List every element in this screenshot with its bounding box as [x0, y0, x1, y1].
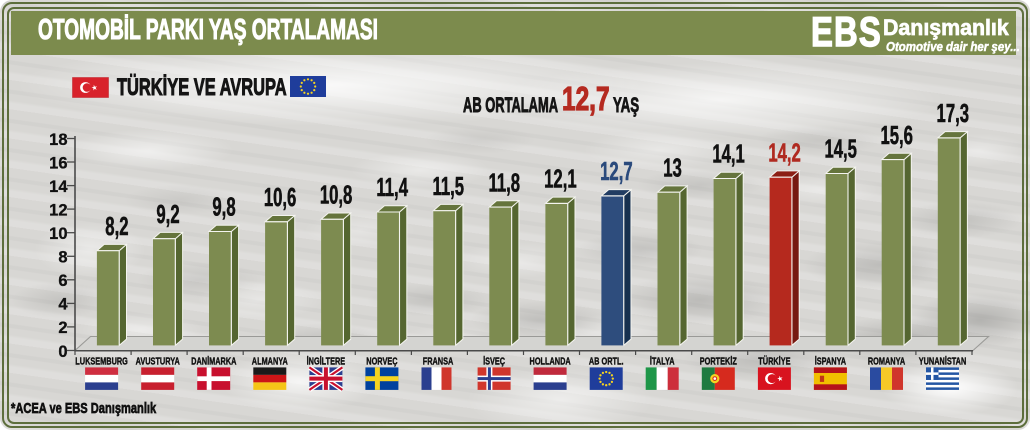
svg-text:12,1: 12,1	[544, 164, 577, 194]
svg-text:0: 0	[58, 343, 67, 361]
svg-text:17,3: 17,3	[937, 98, 970, 128]
svg-text:İSVEÇ: İSVEÇ	[483, 355, 505, 367]
svg-text:TÜRKİYE: TÜRKİYE	[758, 355, 790, 367]
svg-text:6: 6	[58, 272, 67, 290]
svg-text:18: 18	[49, 131, 67, 149]
svg-text:13: 13	[663, 153, 682, 183]
svg-text:15,6: 15,6	[880, 120, 913, 150]
svg-text:ROMANYA: ROMANYA	[868, 355, 906, 367]
svg-text:İTALYA: İTALYA	[650, 355, 675, 367]
svg-text:10,8: 10,8	[320, 180, 353, 210]
svg-text:10,6: 10,6	[264, 182, 297, 212]
svg-text:12,7: 12,7	[600, 156, 633, 186]
svg-text:HOLLANDA: HOLLANDA	[530, 355, 572, 367]
svg-text:16: 16	[49, 154, 67, 172]
svg-text:11,5: 11,5	[433, 171, 465, 201]
svg-text:İSPANYA: İSPANYA	[815, 355, 847, 367]
svg-text:ALMANYA: ALMANYA	[252, 355, 288, 367]
svg-text:2: 2	[58, 319, 67, 337]
svg-text:11,4: 11,4	[376, 173, 408, 203]
svg-text:FRANSA: FRANSA	[423, 355, 454, 367]
svg-text:9,8: 9,8	[212, 192, 235, 222]
svg-text:8: 8	[58, 249, 67, 267]
svg-text:AVUSTURYA: AVUSTURYA	[136, 355, 181, 367]
svg-text:8,2: 8,2	[105, 211, 128, 241]
svg-text:YUNANİSTAN: YUNANİSTAN	[919, 355, 967, 367]
svg-text:NORVEÇ: NORVEÇ	[366, 355, 398, 367]
svg-text:9,2: 9,2	[156, 199, 179, 229]
svg-text:DANİMARKA: DANİMARKA	[191, 355, 237, 367]
svg-text:PORTEKİZ: PORTEKİZ	[700, 355, 737, 367]
svg-text:14,1: 14,1	[712, 139, 745, 169]
svg-text:AB ORTL.: AB ORTL.	[589, 355, 624, 367]
svg-text:14,5: 14,5	[824, 134, 857, 164]
svg-text:14,2: 14,2	[768, 138, 801, 168]
svg-text:12: 12	[49, 201, 67, 219]
svg-text:İNGİLTERE: İNGİLTERE	[307, 355, 346, 367]
svg-text:LUKSEMBURG: LUKSEMBURG	[75, 355, 128, 367]
svg-text:11,8: 11,8	[489, 168, 521, 198]
svg-text:10: 10	[49, 225, 67, 243]
svg-text:4: 4	[58, 296, 68, 314]
svg-text:14: 14	[49, 178, 68, 196]
